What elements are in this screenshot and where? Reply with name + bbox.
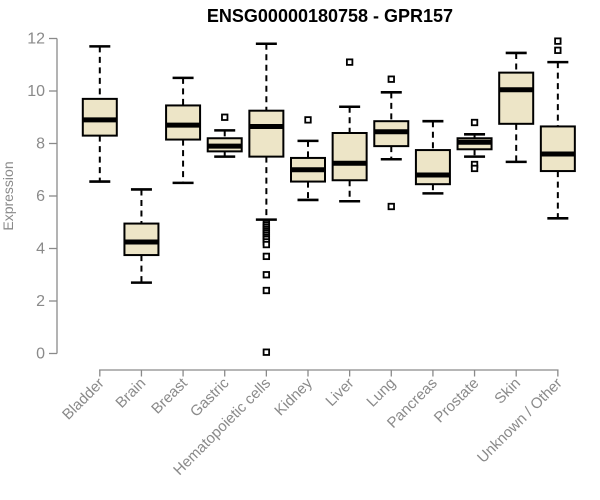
x-tick-label: Skin (491, 375, 524, 408)
y-axis-label: Expression (0, 161, 16, 231)
boxplot-skin (498, 51, 535, 164)
boxplot-kidney (290, 116, 326, 202)
outlier-point (554, 46, 562, 54)
iqr-box (165, 104, 202, 141)
outlier-point (387, 75, 395, 83)
y-tick-label: 8 (36, 136, 45, 153)
outlier-point (387, 202, 395, 211)
x-tick-label: Liver (322, 375, 357, 410)
y-tick-label: 10 (27, 83, 45, 100)
chart-title: ENSG00000180758 - GPR157 (206, 6, 454, 26)
iqr-box (414, 149, 451, 186)
x-tick-label: Brain (112, 375, 149, 412)
outlier-point (554, 37, 562, 45)
iqr-box (331, 132, 368, 182)
y-axis: 0 2 4 6 8 10 12 (27, 31, 58, 363)
y-tick-label: 0 (36, 346, 45, 363)
boxplot-lung (373, 75, 410, 211)
x-tick-label: Lung (363, 375, 399, 411)
iqr-box (539, 125, 576, 173)
boxplot-unknown-other (539, 37, 576, 220)
iqr-box (498, 71, 535, 125)
iqr-box (248, 109, 285, 158)
outlier-point (262, 348, 271, 356)
outlier-point (304, 116, 312, 124)
outlier-point (262, 271, 271, 279)
boxplot-brain (123, 188, 160, 284)
outlier-point (262, 240, 271, 249)
boxplot-pancreas (414, 119, 451, 195)
boxplot-hematopoietic-cells (248, 42, 285, 356)
x-tick-label: Kidney (271, 374, 316, 419)
boxplot-gastric (206, 113, 243, 158)
x-tick-label: Breast (148, 374, 191, 417)
outlier-point (262, 252, 271, 261)
boxplot-liver (331, 58, 368, 203)
iqr-box (81, 97, 118, 137)
boxplot-prostate (456, 118, 493, 173)
outlier-point (470, 164, 479, 173)
y-tick-label: 2 (36, 293, 45, 310)
y-tick-label: 12 (27, 31, 45, 48)
outlier-point (470, 118, 479, 127)
y-tick-label: 6 (36, 188, 45, 205)
y-tick-label: 4 (36, 241, 45, 258)
x-tick-label: Bladder (59, 375, 108, 424)
outlier-point (221, 113, 229, 121)
x-tick-label: Prostate (431, 375, 483, 427)
boxplot-breast (165, 76, 202, 185)
outlier-point (345, 58, 354, 66)
iqr-box (123, 222, 160, 257)
outlier-point (262, 286, 271, 295)
boxplot-bladder (81, 45, 118, 183)
